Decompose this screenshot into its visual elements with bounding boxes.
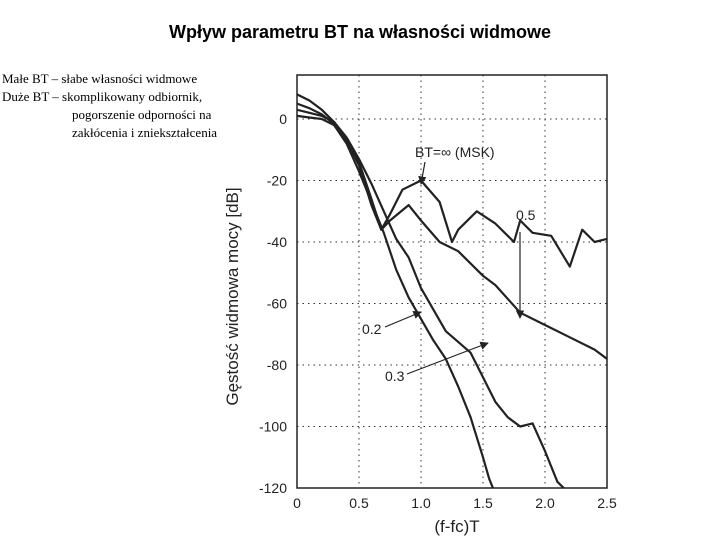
y-tick-label: -60 xyxy=(267,296,287,312)
x-axis-label: (f-fc)T xyxy=(434,517,479,536)
annotation-label: BT=∞ (MSK) xyxy=(415,144,495,160)
slide-title: Wpływ parametru BT na własności widmowe xyxy=(168,22,552,42)
annotation-arrow xyxy=(406,341,489,375)
notes-block: Małe BT – słabe własności widmowe Duże B… xyxy=(2,70,252,142)
series-line-3 xyxy=(297,114,495,488)
y-tick-label: -80 xyxy=(267,357,287,373)
note-line: pogorszenie odporności na xyxy=(72,107,212,122)
series-line-0 xyxy=(297,102,607,268)
y-axis-label: Gęstość widmowa mocy [dB] xyxy=(223,187,242,405)
x-tick-label: 1.5 xyxy=(473,495,493,511)
annotation-arrow xyxy=(418,161,427,185)
y-tick-label: -120 xyxy=(259,480,287,496)
x-tick-label: 1.0 xyxy=(411,495,431,511)
y-tick-label: -40 xyxy=(267,234,287,250)
note-line: Małe BT – słabe własności widmowe xyxy=(2,71,198,86)
y-tick-label: 0 xyxy=(279,111,287,127)
x-tick-label: 2.5 xyxy=(597,495,617,511)
annotation-label: 0.3 xyxy=(385,368,405,384)
series-line-2 xyxy=(297,108,566,488)
annotation-label: 0.5 xyxy=(516,207,536,223)
x-tick-label: 0.5 xyxy=(349,495,369,511)
y-tick-label: -20 xyxy=(267,173,287,189)
plot-frame xyxy=(296,74,608,489)
note-line: Duże BT – skomplikowany odbiornik, xyxy=(2,89,203,104)
annotation-arrow xyxy=(384,311,422,328)
x-tick-label: 0 xyxy=(293,495,301,511)
x-tick-label: 2.0 xyxy=(535,495,555,511)
annotation-label: 0.2 xyxy=(362,321,382,337)
note-line: zakłócenia i zniekształcenia xyxy=(72,125,218,140)
y-tick-label: -100 xyxy=(259,419,287,435)
